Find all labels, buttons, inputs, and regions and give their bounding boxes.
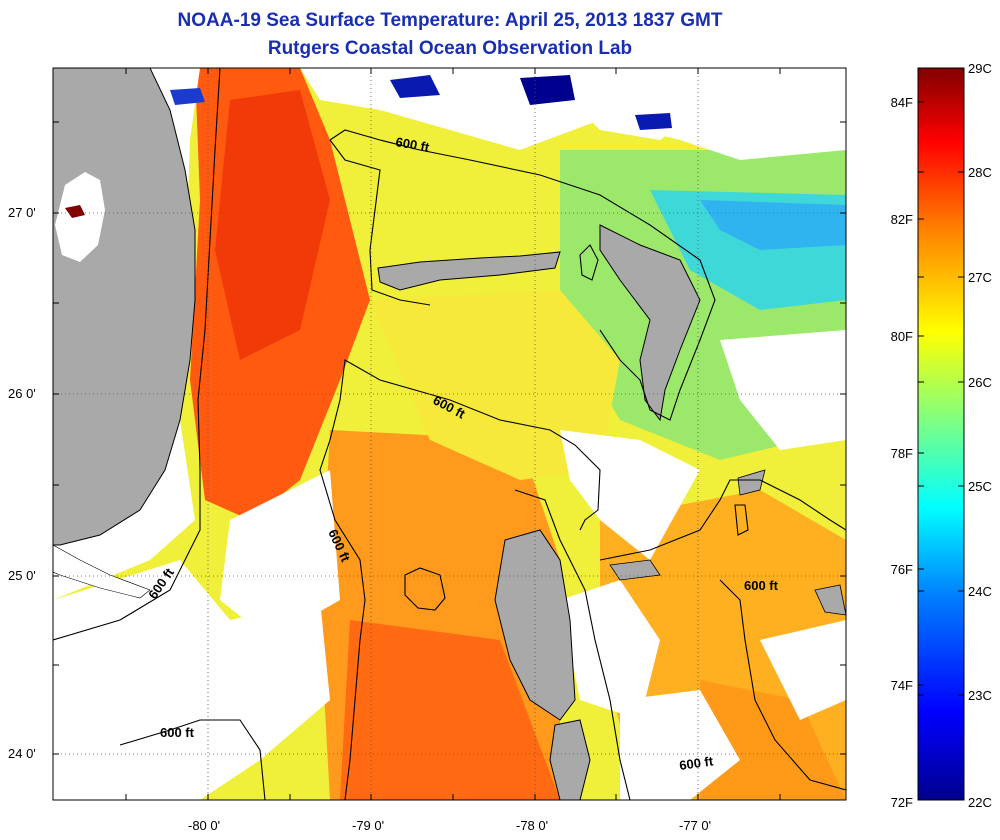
florida-keys [53, 544, 151, 599]
colorbar-celsius-label: 24C [968, 584, 992, 599]
contour-label: 600 ft [678, 753, 714, 773]
colorbar-fahrenheit-label: 76F [890, 562, 913, 577]
x-tick-label: -80 0' [188, 818, 221, 833]
y-tick-label: 27 0' [8, 205, 36, 220]
map-title: NOAA-19 Sea Surface Temperature: April 2… [177, 10, 723, 31]
colorbar-fahrenheit-label: 78F [890, 446, 913, 461]
colorbar-celsius-label: 26C [968, 375, 992, 390]
colorbar [917, 67, 965, 801]
colorbar-fahrenheit-label: 80F [890, 329, 913, 344]
y-tick-label: 25 0' [8, 568, 36, 583]
x-tick-label: -78 0' [516, 818, 549, 833]
colorbar-celsius-label: 23C [968, 688, 992, 703]
colorbar-celsius-label: 29C [968, 61, 992, 76]
colorbar-fahrenheit-label: 82F [890, 212, 913, 227]
graticule [53, 68, 846, 800]
y-tick-label: 26 0' [8, 386, 36, 401]
map-frame [52, 67, 847, 801]
bathymetry-contours [53, 68, 846, 800]
colorbar-celsius-label: 22C [968, 795, 992, 810]
map-subtitle: Rutgers Coastal Ocean Observation Lab [267, 38, 633, 59]
contour-label: 600 ft [744, 578, 779, 593]
colorbar-celsius-label: 25C [968, 479, 992, 494]
colorbar-celsius-label: 27C [968, 270, 992, 285]
grand-bahama-land [377, 251, 561, 291]
y-tick-label: 24 0' [8, 746, 36, 761]
colorbar-fahrenheit-label: 84F [890, 95, 913, 110]
x-tick-label: -79 0' [352, 818, 385, 833]
contour-label: 600 ft [160, 725, 195, 740]
x-tick-label: -77 0' [679, 818, 712, 833]
colorbar-celsius-label: 28C [968, 165, 992, 180]
lake-okeechobee [55, 172, 105, 262]
contour-label: 600 ft [394, 134, 431, 155]
colorbar-fahrenheit-label: 72F [890, 795, 913, 810]
colorbar-fahrenheit-label: 74F [890, 678, 913, 693]
abaco-land [599, 224, 701, 422]
